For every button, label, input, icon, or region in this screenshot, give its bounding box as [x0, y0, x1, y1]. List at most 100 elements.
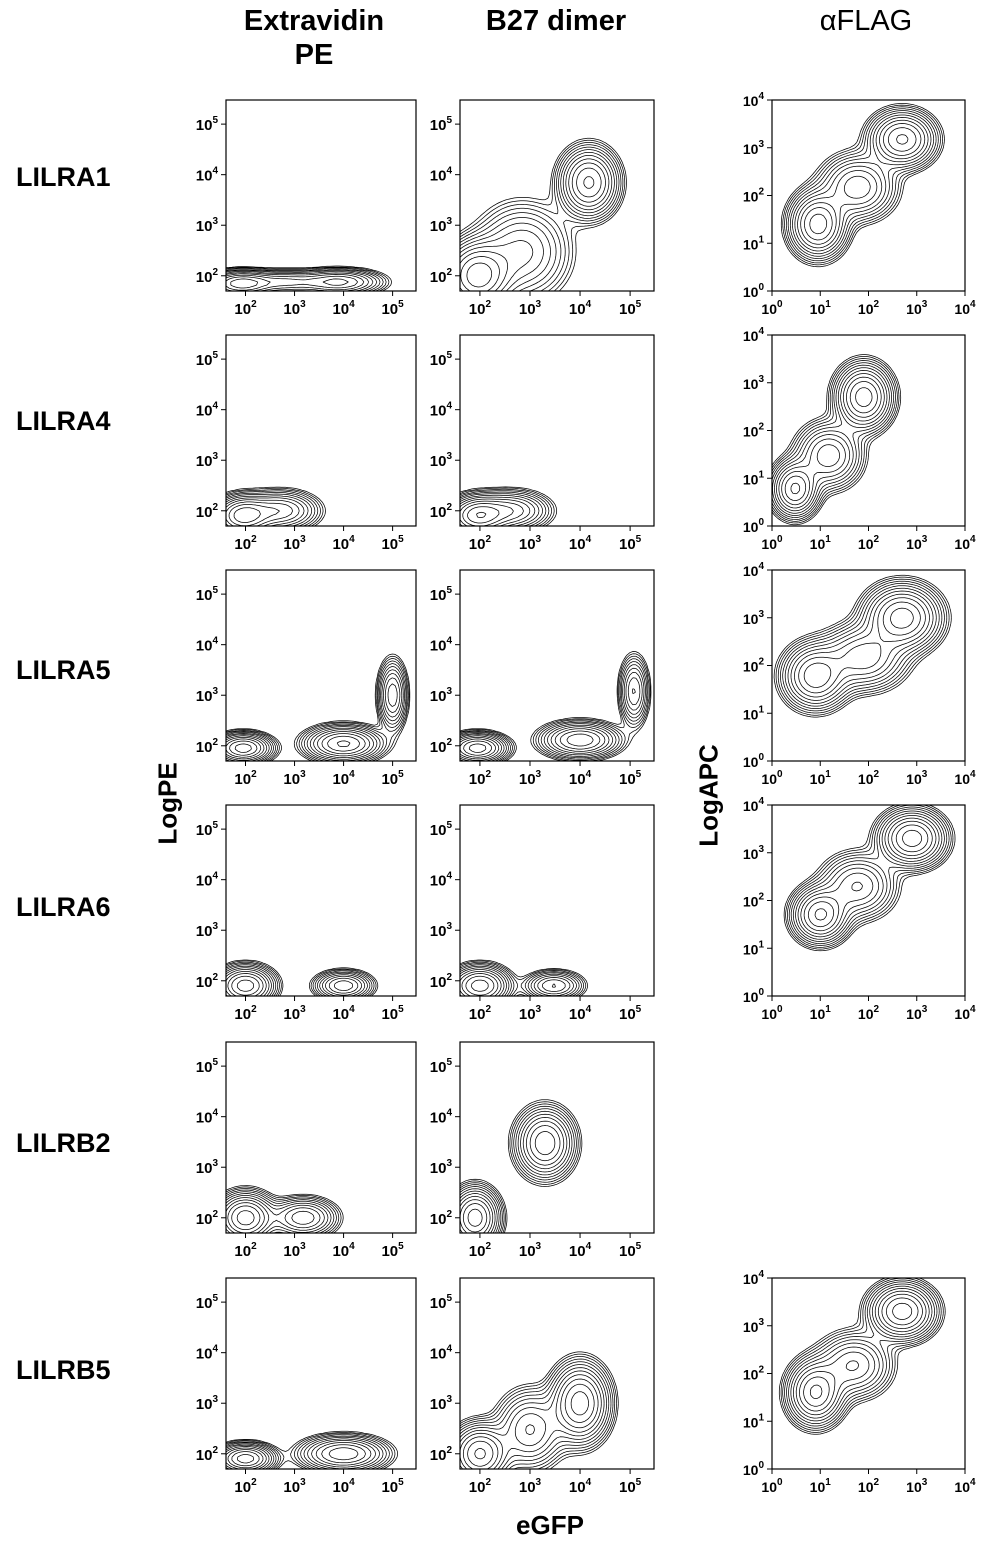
contour-level-4 [459, 1358, 614, 1470]
contour-level-10 [803, 820, 933, 932]
contour-level-8 [793, 1288, 930, 1419]
contour-level-7 [459, 967, 574, 997]
x-tick-label: 102 [234, 534, 257, 553]
y-tick-label: 103 [430, 216, 453, 235]
contour-level-4 [225, 268, 384, 292]
contour-level-6 [225, 666, 405, 762]
y-tick-label: 104 [196, 871, 219, 890]
contour-level-5 [459, 1361, 612, 1470]
contour-level-6 [792, 810, 945, 942]
y-tick-label: 104 [743, 561, 765, 579]
panel-lilra1-b27-dimer: 102 103 104 105 102 103 104 105 [430, 99, 655, 318]
contour-level-7 [459, 152, 615, 292]
contour-level-3 [225, 1188, 340, 1234]
contour-level-6 [225, 965, 368, 997]
y-tick-label: 103 [430, 686, 453, 705]
contour-level-11 [231, 1205, 261, 1230]
x-tick-label: 103 [519, 1004, 542, 1023]
y-tick-label: 101 [743, 704, 765, 722]
panel-lilra6-b27-dimer: 102 103 104 105 102 103 104 105 [430, 804, 655, 1023]
x-tick-label: 100 [761, 1477, 783, 1495]
contour-lines [459, 137, 627, 292]
x-tick-label: 105 [381, 1241, 404, 1260]
contour-level-3 [777, 578, 948, 714]
y-tick-label: 105 [196, 1057, 219, 1076]
contour-level-10 [459, 688, 636, 758]
contour-level-11 [467, 1383, 595, 1467]
x-tick-label: 102 [234, 299, 257, 318]
contour-level-12 [474, 1391, 589, 1460]
contour-level-3 [459, 1103, 579, 1234]
row-label-lilra1: LILRA1 [16, 162, 111, 192]
contour-level-10 [225, 274, 358, 292]
x-tick-label: 103 [519, 1477, 542, 1496]
contour-level-9 [459, 1120, 565, 1234]
contour-level-1 [459, 1351, 619, 1470]
x-tick-label: 104 [569, 299, 592, 318]
y-tick-label: 104 [743, 1269, 765, 1287]
panel-lilra1-flag: 100 101 102 103 104 100 101 102 103 104 [743, 91, 976, 317]
contour-level-11 [231, 1447, 359, 1467]
y-tick-label: 103 [430, 1158, 453, 1177]
panel-lilra5-extravidin-pe: 102 103 104 105 102 103 104 105 [196, 569, 417, 788]
x-tick-label: 103 [283, 534, 306, 553]
x-tick-label: 104 [332, 299, 355, 318]
contour-level-6 [459, 149, 618, 292]
contour-level-8 [797, 815, 940, 938]
contour-level-12 [467, 1208, 483, 1227]
x-axis-title-egfp: eGFP [516, 1510, 584, 1540]
contour-level-12 [467, 506, 500, 524]
y-tick-label: 101 [743, 234, 765, 252]
contour-level-4 [225, 963, 373, 997]
x-tick-label: 100 [761, 1004, 783, 1022]
contour-lines [225, 486, 326, 527]
y-tick-label: 105 [430, 1293, 453, 1312]
contour-level-8 [459, 1370, 605, 1470]
y-tick-label: 102 [196, 1209, 219, 1228]
panel-lilrb5-flag: 100 101 102 103 104 100 101 102 103 104 [743, 1269, 976, 1495]
contour-level-5 [787, 110, 937, 259]
x-tick-label: 102 [858, 534, 880, 552]
contour-level-6 [225, 493, 313, 527]
panel-frame [459, 1277, 655, 1470]
x-tick-label: 105 [381, 534, 404, 553]
contour-level-10 [225, 501, 293, 527]
panel-frame [771, 804, 966, 997]
y-tick-label: 104 [430, 166, 453, 185]
x-tick-label: 101 [810, 769, 832, 787]
contour-level-12 [466, 176, 595, 288]
y-tick-label: 100 [743, 1460, 765, 1478]
contour-level-5 [459, 146, 620, 292]
row-label-lilra5: LILRA5 [16, 655, 111, 685]
contour-level-8 [225, 497, 305, 527]
y-tick-label: 105 [430, 350, 453, 369]
contour-level-6 [459, 664, 646, 762]
contour-level-8 [459, 155, 613, 292]
panel-frame [771, 1277, 966, 1470]
contour-level-1 [783, 804, 956, 952]
contour-level-11 [229, 735, 360, 756]
x-tick-label: 105 [619, 299, 642, 318]
x-tick-label: 104 [954, 534, 976, 552]
y-tick-label: 105 [430, 585, 453, 604]
contour-level-11 [231, 975, 260, 996]
panel-lilra5-flag: 100 101 102 103 104 100 101 102 103 104 [743, 561, 976, 787]
contour-level-10 [800, 123, 922, 245]
contour-lines [459, 1099, 583, 1234]
contour-level-12 [236, 979, 254, 992]
contour-level-8 [790, 590, 934, 701]
contour-level-12 [237, 1454, 254, 1464]
x-tick-label: 103 [906, 299, 928, 317]
contour-level-10 [459, 500, 524, 527]
contour-level-5 [771, 362, 895, 518]
contour-level-2 [775, 576, 950, 716]
contour-level-4 [459, 1105, 577, 1234]
contour-level-8 [776, 370, 888, 512]
y-tick-label: 102 [430, 737, 453, 756]
contour-level-8 [225, 1197, 325, 1234]
contour-level-11 [803, 601, 921, 688]
contour-level-1 [225, 653, 411, 762]
contour-level-11 [784, 381, 878, 501]
contour-level-10 [462, 1378, 599, 1470]
